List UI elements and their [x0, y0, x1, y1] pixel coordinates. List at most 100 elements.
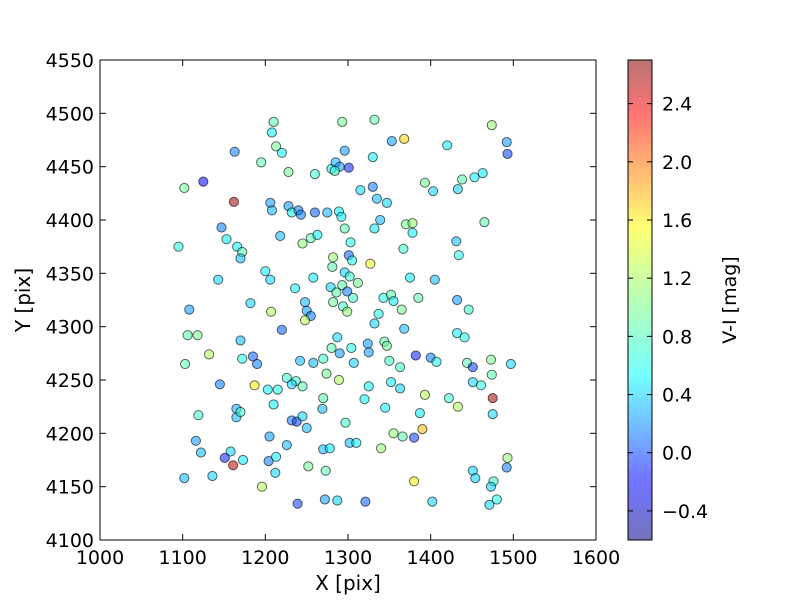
y-tick-label: 4550	[46, 50, 94, 72]
data-point	[371, 193, 382, 204]
data-point	[275, 230, 286, 242]
data-point	[452, 328, 463, 339]
data-point	[485, 481, 497, 492]
data-point	[457, 174, 468, 185]
data-point	[328, 297, 339, 308]
data-point	[452, 184, 463, 195]
y-tick-label: 4300	[46, 317, 94, 339]
data-point	[427, 496, 438, 507]
data-point	[334, 348, 345, 359]
data-point	[381, 340, 392, 351]
data-point	[329, 165, 340, 176]
data-point	[365, 258, 376, 269]
x-tick-label: 1200	[241, 547, 289, 569]
data-point	[397, 431, 408, 442]
data-point	[237, 454, 249, 466]
data-point	[213, 274, 224, 285]
data-point	[221, 234, 232, 245]
data-point	[501, 137, 512, 148]
data-point	[502, 148, 513, 159]
data-point	[339, 223, 350, 234]
data-point	[362, 338, 373, 349]
data-point	[419, 177, 430, 188]
data-point	[268, 399, 279, 410]
data-point	[295, 209, 306, 220]
data-point	[309, 207, 320, 218]
data-point	[297, 381, 308, 392]
data-point	[487, 393, 498, 404]
data-point	[312, 229, 323, 240]
data-point	[318, 393, 329, 404]
data-point	[308, 272, 319, 283]
y-tick-label: 4450	[46, 157, 94, 179]
data-point	[428, 186, 439, 197]
data-point	[266, 306, 277, 317]
data-point	[309, 169, 320, 180]
x-tick-label: 1600	[572, 547, 620, 569]
data-point	[225, 446, 236, 457]
data-point	[301, 422, 312, 434]
data-point	[355, 185, 366, 196]
data-point	[271, 141, 282, 152]
data-point	[385, 377, 397, 388]
colorbar-tick-label: 2.0	[662, 152, 692, 174]
data-point	[360, 496, 371, 507]
data-point	[442, 140, 453, 151]
x-tick-label: 1400	[406, 547, 454, 569]
data-point	[502, 452, 513, 463]
data-point	[501, 462, 512, 473]
y-tick-label: 4150	[46, 477, 94, 499]
data-point	[322, 207, 333, 218]
data-point	[348, 357, 359, 368]
data-point	[219, 452, 230, 463]
data-point	[182, 330, 193, 341]
data-point	[344, 271, 355, 282]
colorbar-tick-label: 1.6	[662, 210, 692, 232]
data-point	[363, 381, 374, 392]
data-point	[359, 394, 370, 405]
colorbar-tick-label: 0.4	[662, 385, 692, 407]
data-point	[319, 494, 330, 505]
data-point	[190, 435, 201, 446]
data-point	[299, 297, 311, 308]
data-point	[299, 315, 311, 326]
data-point	[476, 380, 487, 391]
data-point	[407, 227, 418, 238]
data-point	[342, 286, 353, 297]
data-point	[505, 358, 516, 370]
data-point	[485, 354, 497, 365]
data-point	[479, 217, 490, 228]
data-point	[386, 136, 397, 147]
data-point	[332, 495, 343, 506]
data-point	[340, 417, 351, 428]
data-point	[451, 236, 462, 247]
colorbar-tick-label: −0.4	[662, 501, 708, 523]
data-point	[235, 406, 246, 418]
data-point	[431, 356, 442, 367]
colorbar-tick-label: 1.2	[662, 268, 692, 290]
data-point	[409, 476, 420, 487]
data-point	[413, 292, 424, 303]
data-point	[263, 456, 274, 467]
x-axis-title: X [pix]	[315, 571, 381, 595]
data-point	[281, 440, 292, 451]
data-point	[347, 292, 359, 303]
data-point	[272, 384, 283, 395]
data-point	[452, 294, 463, 306]
data-point	[283, 166, 294, 178]
data-point	[351, 437, 362, 448]
data-point	[318, 353, 329, 364]
data-point	[214, 379, 225, 390]
data-point	[216, 222, 227, 233]
data-point	[395, 383, 406, 394]
data-point	[336, 211, 347, 222]
data-point	[247, 351, 258, 362]
data-point	[339, 145, 350, 156]
data-point	[346, 342, 357, 354]
data-point	[380, 402, 391, 413]
data-point	[388, 296, 399, 307]
data-point	[252, 358, 263, 370]
data-point	[297, 238, 308, 249]
data-point	[388, 428, 399, 439]
